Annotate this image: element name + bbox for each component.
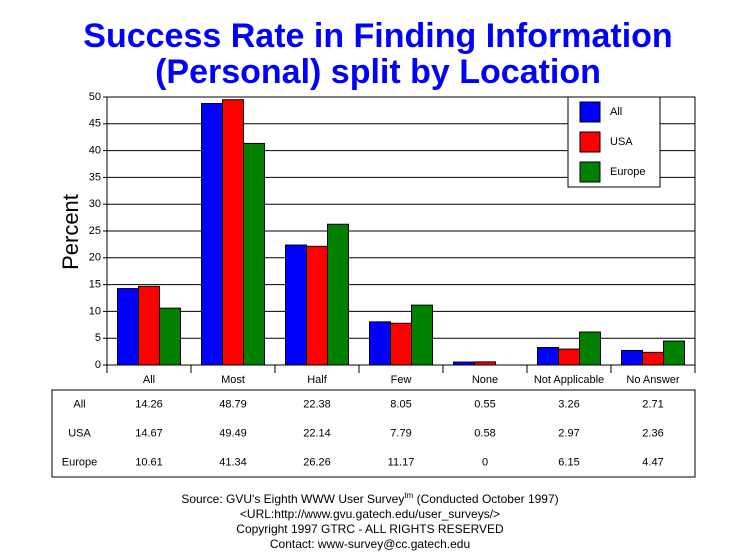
bar	[327, 223, 349, 366]
bar	[663, 340, 685, 366]
bar	[117, 288, 139, 366]
legend-swatch	[579, 161, 601, 183]
source-line: Source: GVU's Eighth WWW User Surveytm (…	[150, 488, 590, 507]
bar	[537, 347, 559, 366]
trademark: tm	[404, 491, 414, 500]
table-cell: 26.26	[303, 456, 331, 468]
y-tick-label: 45	[89, 118, 101, 130]
table-cell: 14.26	[135, 398, 163, 410]
table-cell: 14.67	[135, 427, 163, 439]
x-tick-label: None	[472, 374, 498, 386]
conducted: (Conducted October 1997)	[413, 492, 559, 506]
bar	[621, 349, 643, 366]
bar	[558, 348, 580, 366]
contact: Contact: www-survey@cc.gatech.edu	[269, 537, 471, 551]
copyright: Copyright 1997 GTRC - ALL RIGHTS RESERVE…	[236, 522, 504, 536]
x-tick-label: All	[143, 374, 155, 386]
legend-label: All	[610, 106, 622, 118]
legend-swatch	[579, 101, 601, 123]
bar	[474, 361, 496, 366]
table-cell: 11.17	[388, 456, 415, 468]
bar	[453, 361, 475, 366]
legend-swatch	[579, 131, 601, 153]
table-cell: 0	[482, 456, 488, 468]
y-tick-label: 40	[89, 145, 101, 157]
table-cell: 2.97	[558, 427, 579, 439]
table-cell: 22.38	[303, 398, 331, 410]
x-tick-label: No Answer	[626, 374, 680, 386]
bar	[285, 244, 307, 366]
title-line: Success Rate in Finding Information	[83, 17, 673, 55]
y-tick-label: 15	[89, 279, 101, 291]
table-cell: 0.55	[474, 398, 495, 410]
bar	[306, 245, 328, 366]
y-tick-label: 35	[89, 171, 101, 183]
table-cell: 10.61	[135, 456, 163, 468]
table-cell: 3.26	[558, 398, 579, 410]
table-cell: 2.71	[642, 398, 663, 410]
legend-label: USA	[610, 136, 633, 148]
y-tick-label: 0	[95, 359, 101, 371]
table-cell: 41.34	[219, 456, 247, 468]
table-row-label: Europe	[62, 456, 97, 468]
table-cell: 48.79	[219, 398, 247, 410]
y-tick-label: 5	[95, 332, 101, 344]
y-tick-label: 20	[89, 252, 101, 264]
x-tick-label: Few	[391, 374, 412, 386]
y-axis-label: Percent	[58, 194, 83, 270]
bar	[138, 285, 160, 366]
bar	[159, 307, 181, 366]
x-tick-label: Most	[221, 374, 245, 386]
bar	[243, 142, 265, 366]
table-cell: 0.58	[474, 427, 495, 439]
y-tick-label: 50	[89, 91, 101, 103]
title-line: (Personal) split by Location	[155, 53, 601, 91]
chart-title: Success Rate in Finding Information (Per…	[48, 18, 708, 90]
data-table	[51, 389, 696, 478]
table-cell: 4.47	[642, 456, 663, 468]
table-cell: 22.14	[303, 427, 331, 439]
bar	[369, 321, 391, 366]
bar	[411, 304, 433, 366]
legend-label: Europe	[610, 166, 645, 178]
footer: Source: GVU's Eighth WWW User Surveytm (…	[150, 488, 590, 552]
table-cell: 8.05	[390, 398, 411, 410]
bar	[579, 331, 601, 366]
table-cell: 49.49	[219, 427, 247, 439]
y-tick-label: 25	[89, 225, 101, 237]
table-row-label: All	[73, 398, 85, 410]
y-tick-label: 10	[89, 305, 101, 317]
table-cell: 7.79	[390, 427, 411, 439]
source: Source: GVU's Eighth WWW User Survey	[181, 492, 405, 506]
bar	[390, 322, 412, 366]
table-row-label: USA	[68, 427, 91, 439]
x-tick-label: Half	[307, 374, 328, 386]
table-cell: 6.15	[558, 456, 579, 468]
url: <URL:http://www.gvu.gatech.edu/user_surv…	[239, 507, 501, 521]
table-cell: 2.36	[642, 427, 663, 439]
bar	[201, 102, 223, 366]
x-tick-label: Not Applicable	[534, 374, 604, 386]
bar	[642, 351, 664, 366]
y-tick-label: 30	[89, 198, 101, 210]
bar	[222, 99, 244, 366]
